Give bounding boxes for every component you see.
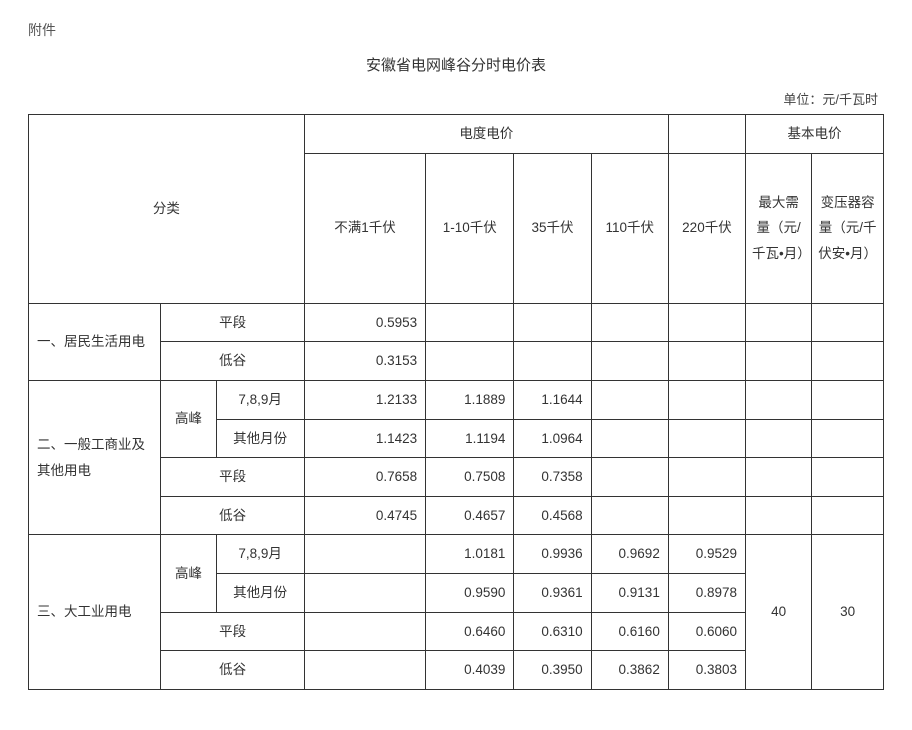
cell: 0.5953 bbox=[304, 303, 425, 342]
months-other: 其他月份 bbox=[216, 419, 304, 458]
tariff-table: 分类 电度电价 基本电价 不满1千伏 1-10千伏 35千伏 110千伏 220… bbox=[28, 114, 884, 690]
unit-label: 单位：元/千瓦时 bbox=[28, 89, 884, 108]
cell: 0.3803 bbox=[668, 651, 745, 690]
table-row: 二、一般工商业及其他用电 高峰 7,8,9月 1.2133 1.1889 1.1… bbox=[29, 380, 884, 419]
hdr-v1: 不满1千伏 bbox=[304, 153, 425, 303]
cell-empty bbox=[591, 380, 668, 419]
attachment-label: 附件 bbox=[28, 20, 884, 40]
period-peak: 高峰 bbox=[161, 380, 216, 457]
cell: 0.3950 bbox=[514, 651, 591, 690]
cell: 0.7658 bbox=[304, 458, 425, 497]
cell: 0.6460 bbox=[426, 612, 514, 651]
cell-empty bbox=[812, 419, 884, 458]
cell: 0.9361 bbox=[514, 574, 591, 613]
cell-empty bbox=[812, 342, 884, 381]
cell-empty bbox=[514, 342, 591, 381]
cell-empty bbox=[668, 303, 745, 342]
cell-empty bbox=[668, 342, 745, 381]
cell-empty bbox=[812, 496, 884, 535]
cell: 0.7358 bbox=[514, 458, 591, 497]
months-other: 其他月份 bbox=[216, 574, 304, 613]
cell: 0.3862 bbox=[591, 651, 668, 690]
hdr-v5: 220千伏 bbox=[668, 153, 745, 303]
basic-b1: 40 bbox=[746, 535, 812, 690]
cell: 0.6160 bbox=[591, 612, 668, 651]
cell-empty bbox=[591, 458, 668, 497]
cell: 0.4657 bbox=[426, 496, 514, 535]
period-valley: 低谷 bbox=[161, 342, 304, 381]
hdr-v4: 110千伏 bbox=[591, 153, 668, 303]
cell-empty bbox=[514, 303, 591, 342]
period-peak: 高峰 bbox=[161, 535, 216, 612]
hdr-basic-price: 基本电价 bbox=[746, 115, 884, 154]
cat1-label: 一、居民生活用电 bbox=[29, 303, 161, 380]
cell: 1.1194 bbox=[426, 419, 514, 458]
cell: 0.3153 bbox=[304, 342, 425, 381]
cell-empty bbox=[304, 651, 425, 690]
cell-empty bbox=[304, 535, 425, 574]
page-title: 安徽省电网峰谷分时电价表 bbox=[28, 54, 884, 75]
hdr-b1: 最大需量（元/千瓦•月） bbox=[746, 153, 812, 303]
cell: 1.0964 bbox=[514, 419, 591, 458]
cell: 1.0181 bbox=[426, 535, 514, 574]
hdr-v2: 1-10千伏 bbox=[426, 153, 514, 303]
cell-empty bbox=[591, 342, 668, 381]
cell-empty bbox=[668, 458, 745, 497]
months-789: 7,8,9月 bbox=[216, 535, 304, 574]
cell: 0.9529 bbox=[668, 535, 745, 574]
table-row: 三、大工业用电 高峰 7,8,9月 1.0181 0.9936 0.9692 0… bbox=[29, 535, 884, 574]
period-flat: 平段 bbox=[161, 458, 304, 497]
cell-empty bbox=[746, 419, 812, 458]
cell-empty bbox=[812, 303, 884, 342]
cell: 0.4568 bbox=[514, 496, 591, 535]
cell-empty bbox=[746, 303, 812, 342]
cell: 0.6310 bbox=[514, 612, 591, 651]
cell: 0.8978 bbox=[668, 574, 745, 613]
months-789: 7,8,9月 bbox=[216, 380, 304, 419]
cell-empty bbox=[812, 458, 884, 497]
cell: 0.4039 bbox=[426, 651, 514, 690]
cell: 1.1423 bbox=[304, 419, 425, 458]
cell-empty bbox=[746, 342, 812, 381]
cell: 0.9131 bbox=[591, 574, 668, 613]
period-flat: 平段 bbox=[161, 612, 304, 651]
table-row: 一、居民生活用电 平段 0.5953 bbox=[29, 303, 884, 342]
cell: 0.6060 bbox=[668, 612, 745, 651]
basic-b2: 30 bbox=[812, 535, 884, 690]
page-container: 附件 安徽省电网峰谷分时电价表 单位：元/千瓦时 分类 电度电价 基本电价 不满… bbox=[0, 0, 912, 730]
cell-empty bbox=[304, 574, 425, 613]
cell-empty bbox=[668, 419, 745, 458]
hdr-spacer bbox=[668, 115, 745, 154]
cell: 0.9936 bbox=[514, 535, 591, 574]
cat3-label: 三、大工业用电 bbox=[29, 535, 161, 690]
cell: 0.9590 bbox=[426, 574, 514, 613]
cell: 0.9692 bbox=[591, 535, 668, 574]
cell-empty bbox=[591, 303, 668, 342]
cell-empty bbox=[426, 342, 514, 381]
period-valley: 低谷 bbox=[161, 651, 304, 690]
cell: 1.2133 bbox=[304, 380, 425, 419]
cell: 0.7508 bbox=[426, 458, 514, 497]
header-row-1: 分类 电度电价 基本电价 bbox=[29, 115, 884, 154]
cell-empty bbox=[668, 380, 745, 419]
hdr-category: 分类 bbox=[29, 115, 305, 304]
cell-empty bbox=[426, 303, 514, 342]
cell: 1.1889 bbox=[426, 380, 514, 419]
cell-empty bbox=[746, 458, 812, 497]
cell-empty bbox=[668, 496, 745, 535]
cell: 0.4745 bbox=[304, 496, 425, 535]
hdr-b2: 变压器容量（元/千伏安•月） bbox=[812, 153, 884, 303]
hdr-energy-price: 电度电价 bbox=[304, 115, 668, 154]
cell-empty bbox=[812, 380, 884, 419]
period-flat: 平段 bbox=[161, 303, 304, 342]
cell-empty bbox=[746, 496, 812, 535]
cell: 1.1644 bbox=[514, 380, 591, 419]
cell-empty bbox=[746, 380, 812, 419]
cat2-label: 二、一般工商业及其他用电 bbox=[29, 380, 161, 535]
cell-empty bbox=[304, 612, 425, 651]
cell-empty bbox=[591, 419, 668, 458]
cell-empty bbox=[591, 496, 668, 535]
period-valley: 低谷 bbox=[161, 496, 304, 535]
hdr-v3: 35千伏 bbox=[514, 153, 591, 303]
